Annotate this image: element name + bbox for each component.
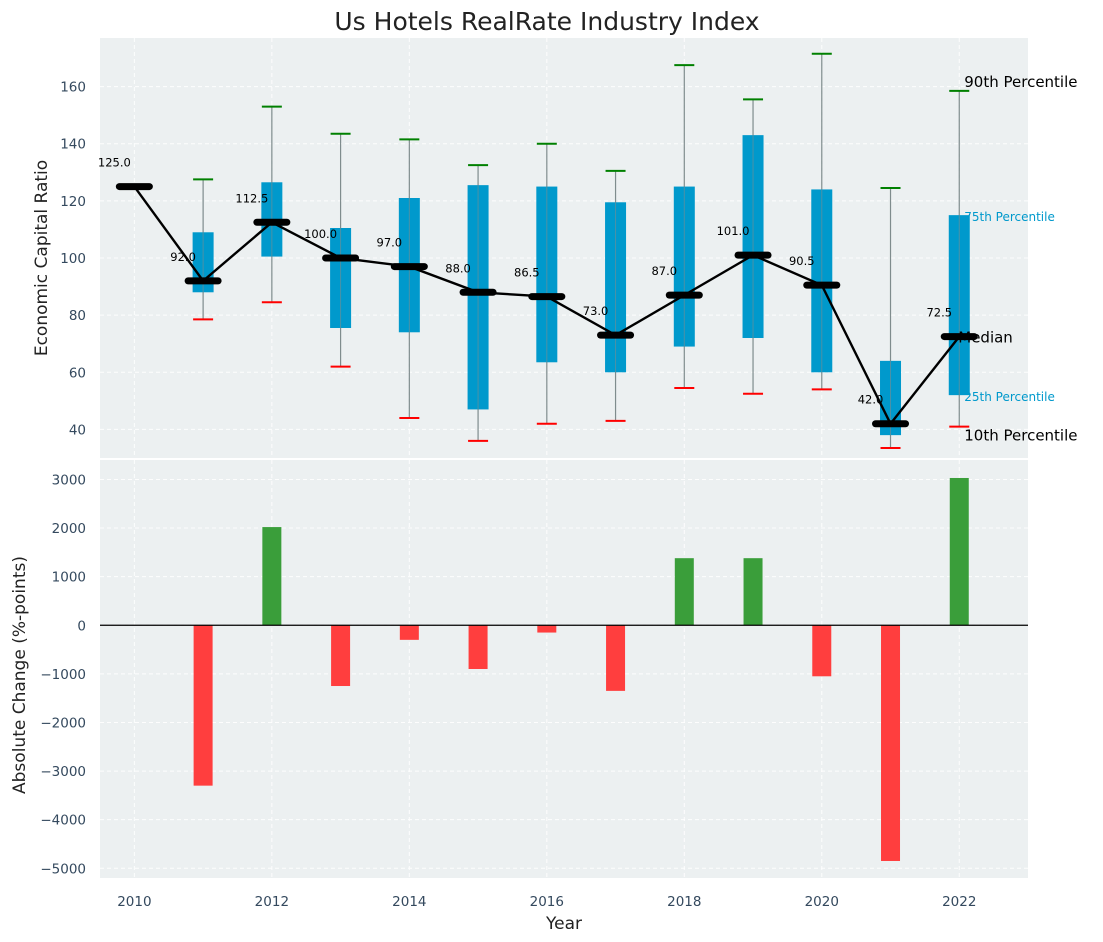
top-ytick-label: 40 xyxy=(69,422,86,438)
median-value-label-2015: 88.0 xyxy=(445,261,471,275)
top-y-axis-label: Economic Capital Ratio xyxy=(32,160,52,356)
median-value-label-2012: 112.5 xyxy=(235,191,268,205)
change-bars xyxy=(193,477,969,861)
bottom-ytick-label: 3000 xyxy=(52,472,86,488)
top-ytick-label: 100 xyxy=(60,251,86,267)
bottom-ytick-label: 2000 xyxy=(52,521,86,537)
top-ytick-label: 140 xyxy=(60,137,86,153)
xtick-label: 2018 xyxy=(667,894,701,910)
change-bar-2018 xyxy=(674,558,694,626)
median-value-label-2017: 73.0 xyxy=(583,304,609,318)
median-value-label-2020: 90.5 xyxy=(789,254,815,268)
xtick-label: 2016 xyxy=(530,894,564,910)
change-bar-2019 xyxy=(743,558,763,626)
change-bar-2017 xyxy=(606,625,626,691)
bottom-ytick-label: −2000 xyxy=(40,715,86,731)
bottom-ytick-label: −3000 xyxy=(40,764,86,780)
annotation-p75: 75th Percentile xyxy=(964,210,1055,224)
bottom-ytick-label: −5000 xyxy=(40,861,86,877)
annotation-p90: 90th Percentile xyxy=(964,73,1077,91)
chart-title: Us Hotels RealRate Industry Index xyxy=(334,7,759,36)
change-bar-2015 xyxy=(468,625,488,669)
top-yticks: 40 60 80 100 120 140 160 xyxy=(60,80,86,439)
change-bar-2013 xyxy=(331,625,351,687)
top-ytick-label: 60 xyxy=(69,365,86,381)
change-bar-2022 xyxy=(949,477,969,626)
x-axis-label: Year xyxy=(545,914,582,934)
bottom-ytick-label: 0 xyxy=(77,618,86,634)
top-panel: 40 60 80 100 120 140 160 Economic Capital Rati… xyxy=(32,38,1078,458)
median-value-label-2019: 101.0 xyxy=(717,224,750,238)
median-line xyxy=(115,183,978,428)
median-value-label-2013: 100.0 xyxy=(304,227,337,241)
xtick-label: 2020 xyxy=(805,894,839,910)
bottom-ytick-label: 1000 xyxy=(52,570,86,586)
median-value-label-2021: 42.0 xyxy=(858,393,884,407)
median-value-label-2010: 125.0 xyxy=(98,156,131,170)
change-bar-2020 xyxy=(812,625,832,677)
percentile-annotations: 90th Percentile 75th Percentile Median 25th… xyxy=(958,73,1077,445)
xtick-label: 2010 xyxy=(117,894,151,910)
median-value-label-2016: 86.5 xyxy=(514,266,540,280)
x-ticks: 2010 2012 2014 2016 2018 2020 2022 xyxy=(117,894,976,910)
annotation-p25: 25th Percentile xyxy=(964,390,1055,404)
median-value-label-2022: 72.5 xyxy=(926,306,952,320)
xtick-label: 2012 xyxy=(255,894,289,910)
bottom-panel-background xyxy=(100,460,1028,878)
median-value-label-2011: 92.0 xyxy=(170,250,196,264)
change-bar-2012 xyxy=(262,527,282,626)
box-series xyxy=(124,52,970,449)
change-bar-2014 xyxy=(399,625,419,640)
annotation-p10: 10th Percentile xyxy=(964,427,1077,445)
bottom-yticks: −5000 −4000 −3000 −2000 −1000 0 1000 2000 3000 xyxy=(40,472,86,877)
annotation-median: Median xyxy=(958,329,1013,347)
median-value-labels: 125.0 92.0 112.5 100.0 97.0 88.0 86.5 73.0 87.0 1… xyxy=(98,156,952,407)
change-bar-2021 xyxy=(881,625,901,861)
top-ytick-label: 160 xyxy=(60,80,86,96)
bottom-ytick-label: −4000 xyxy=(40,813,86,829)
bottom-panel: −5000 −4000 −3000 −2000 −1000 0 1000 2000 3000 A… xyxy=(10,460,1028,934)
top-ytick-label: 80 xyxy=(69,308,86,324)
median-value-label-2018: 87.0 xyxy=(651,264,677,278)
bottom-ytick-label: −1000 xyxy=(40,667,86,683)
median-value-label-2014: 97.0 xyxy=(377,236,403,250)
bottom-y-axis-label: Absolute Change (%-points) xyxy=(10,556,30,794)
top-ytick-label: 120 xyxy=(60,194,86,210)
bottom-grid xyxy=(100,460,1028,878)
change-bar-2011 xyxy=(193,625,213,786)
change-bar-2016 xyxy=(537,625,557,633)
xtick-label: 2014 xyxy=(392,894,426,910)
xtick-label: 2022 xyxy=(942,894,976,910)
